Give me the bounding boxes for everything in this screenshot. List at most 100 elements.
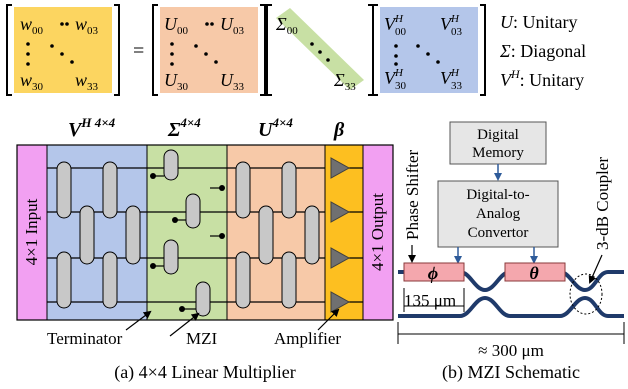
memory-label-line1: Digital xyxy=(477,127,519,143)
matrix-u-bracket-right xyxy=(260,4,266,96)
legend-unitary-vh: VH: Unitary xyxy=(500,67,584,90)
caption-a: (a) 4×4 Linear Multiplier xyxy=(114,362,296,383)
terminator-dot xyxy=(172,217,178,223)
matrix-w-bracket-right xyxy=(114,4,120,96)
header-sigma: Σ4×4 xyxy=(167,115,201,141)
coupler-marker xyxy=(569,273,603,315)
mzi-mesh-vh xyxy=(56,161,141,309)
vh33-entry: VH 33 xyxy=(440,67,462,92)
sigma-section xyxy=(147,145,227,320)
matrix-u: U00 U03 U30 U33 xyxy=(152,4,266,96)
matrix-vh-dots xyxy=(394,44,440,66)
callout-arrows xyxy=(125,308,340,337)
svd-equation: w00 w03 w30 w33 = U00 U03 U30 U33 xyxy=(6,4,586,96)
legend-diagonal: Σ: Diagonal xyxy=(499,41,586,61)
section-headers: VH 4×4 Σ4×4 U4×4 β xyxy=(68,115,345,141)
dac-label-line3: Convertor xyxy=(468,225,529,241)
phase-shifter-phi xyxy=(403,262,465,282)
terminator-dot xyxy=(179,306,185,312)
matrix-vh: VH 00 VH 03 VH 30 VH 33 xyxy=(372,4,486,96)
input-block xyxy=(17,145,47,320)
terminator-dot xyxy=(150,263,156,269)
w03-entry: w03 xyxy=(75,14,99,37)
amplifier-icon xyxy=(330,247,351,269)
digital-memory-box xyxy=(449,121,547,165)
phase-shifter-theta xyxy=(504,262,566,282)
header-beta: β xyxy=(333,119,345,141)
matrix-vh-fill xyxy=(380,7,478,93)
amplifier-icon xyxy=(330,157,351,179)
multiplier-frame xyxy=(16,144,394,321)
theta-label: θ xyxy=(529,263,539,283)
amplifiers xyxy=(330,157,351,313)
control-arrows xyxy=(454,164,538,264)
sigma33-entry: Σ33 xyxy=(333,70,356,93)
mzi-element xyxy=(281,161,297,219)
matrix-w-dots xyxy=(26,22,74,66)
equals-sign: = xyxy=(133,40,144,62)
vh30-entry: VH 30 xyxy=(384,67,406,92)
caption-b: (b) MZI Schematic xyxy=(442,362,580,383)
mzi-element xyxy=(102,161,118,219)
matrix-legend: U: Unitary Σ: Diagonal VH: Unitary xyxy=(499,12,586,90)
mzi-element xyxy=(281,251,297,309)
dac-label-line2: Analog xyxy=(476,206,521,222)
matrix-sigma-diagonal-band xyxy=(276,8,364,90)
input-label: 4×1 Input xyxy=(22,198,41,265)
mzi-element xyxy=(56,251,72,309)
linear-multiplier: VH 4×4 Σ4×4 U4×4 β 4×1 Input 4×1 Output xyxy=(16,115,394,383)
header-vh: VH 4×4 xyxy=(68,115,116,141)
sigma00-entry: Σ00 xyxy=(275,14,298,37)
length-short-label: 135 μm xyxy=(404,291,456,310)
u00-entry: U00 xyxy=(164,14,189,37)
amplifier-icon xyxy=(330,201,351,223)
matrix-w: w00 w03 w30 w33 xyxy=(6,4,120,96)
amplifier-icon xyxy=(330,291,351,313)
memory-label-line2: Memory xyxy=(472,145,524,161)
mzi-element xyxy=(195,281,211,317)
matrix-vh-bracket-right xyxy=(480,4,486,96)
w00-entry: w00 xyxy=(20,14,44,37)
mzi-element xyxy=(258,205,274,265)
matrix-u-bracket-left xyxy=(152,4,158,96)
mzi-mesh-u xyxy=(235,161,320,309)
mzi-element xyxy=(125,205,141,265)
vh03-entry: VH 03 xyxy=(440,13,462,38)
mzi-element xyxy=(163,149,179,181)
w30-entry: w30 xyxy=(20,70,44,93)
vh00-entry: VH 00 xyxy=(384,13,406,38)
dac-label-line1: Digital-to- xyxy=(466,187,529,203)
mzi-element xyxy=(235,161,251,219)
matrix-vh-bracket-left xyxy=(372,4,378,96)
mzi-schematic: Phase Shifter 3-dB Coupler Digital Memor… xyxy=(397,121,625,383)
mzi-mesh-sigma xyxy=(150,149,225,317)
u03-entry: U03 xyxy=(220,14,245,37)
terminator-dot xyxy=(219,233,225,239)
terminator-label: Terminator xyxy=(47,329,123,348)
dac-box xyxy=(437,180,559,248)
length-total-label: ≈ 300 μm xyxy=(478,341,544,360)
matrix-w-fill xyxy=(14,7,112,93)
mzi-label: MZI xyxy=(186,329,218,348)
matrix-w-bracket-left xyxy=(6,4,12,96)
output-block xyxy=(363,145,393,320)
matrix-sigma: Σ00 Σ33 xyxy=(266,4,374,96)
output-label: 4×1 Output xyxy=(368,193,387,271)
label-leaders xyxy=(408,245,603,284)
amplifier-label: Amplifier xyxy=(274,329,341,348)
header-u: U4×4 xyxy=(258,115,293,141)
phase-shifter-label: Phase Shifter xyxy=(403,149,422,240)
matrix-u-fill xyxy=(160,7,258,93)
terminator-dot xyxy=(219,185,225,191)
section-dividers xyxy=(46,145,364,320)
mzi-element xyxy=(304,205,320,265)
u33-entry: U33 xyxy=(220,70,245,93)
matrix-sigma-dots xyxy=(310,42,330,62)
matrix-sigma-bracket-left xyxy=(266,4,272,96)
w33-entry: w33 xyxy=(75,70,99,93)
mzi-element xyxy=(163,239,179,275)
u30-entry: U30 xyxy=(164,70,189,93)
matrix-u-dots xyxy=(170,22,218,66)
terminator-dot xyxy=(150,173,156,179)
